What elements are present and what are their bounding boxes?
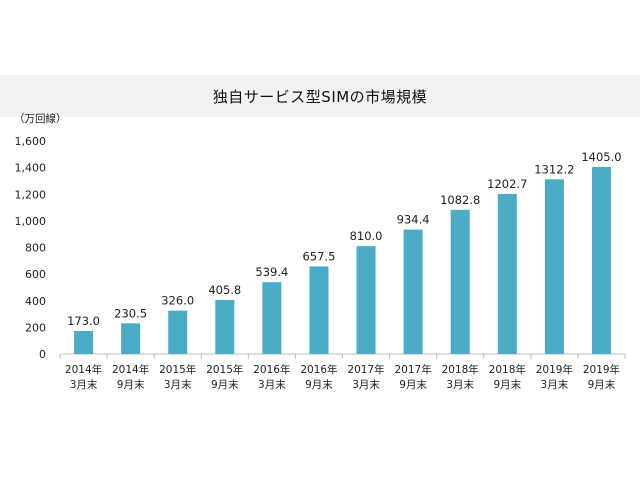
- category-label-year: 2015年: [206, 363, 243, 376]
- category-label-month: 9月末: [305, 378, 333, 391]
- y-tick-label: 400: [25, 295, 46, 308]
- bars: [74, 166, 611, 354]
- category-label-month: 9月末: [588, 378, 616, 391]
- y-tick-label: 600: [25, 268, 46, 281]
- y-tick-label: 1,400: [15, 162, 47, 175]
- category-label-year: 2017年: [347, 363, 384, 376]
- category-label-month: 9月末: [211, 378, 239, 391]
- chart-title: 独自サービス型SIMの市場規模: [212, 87, 428, 106]
- category-label-month: 3月末: [352, 378, 380, 391]
- category-label-month: 3月末: [541, 378, 569, 391]
- category-label-year: 2018年: [489, 363, 526, 376]
- bar: [544, 179, 564, 354]
- category-label-month: 9月末: [493, 378, 521, 391]
- category-label-month: 9月末: [399, 378, 427, 391]
- bar-value-label: 1405.0: [581, 150, 621, 164]
- bar: [121, 323, 141, 354]
- y-axis-ticks: 0 200 400 600 800 1,000 1,200 1,400 1,600: [15, 135, 47, 361]
- category-label-year: 2018年: [442, 363, 479, 376]
- bar: [215, 299, 235, 354]
- bar-value-label: 173.0: [67, 314, 100, 328]
- category-label-year: 2014年: [112, 363, 149, 376]
- chart-title-band: 独自サービス型SIMの市場規模: [0, 75, 640, 117]
- category-label-year: 2019年: [583, 363, 620, 376]
- category-label-month: 3月末: [164, 378, 192, 391]
- y-tick-label: 1,000: [15, 215, 47, 228]
- category-label-month: 9月末: [117, 378, 145, 391]
- y-tick-label: 1,600: [15, 135, 47, 148]
- y-tick-label: 200: [25, 321, 46, 334]
- bar: [403, 229, 423, 354]
- y-tick-label: 1,200: [15, 188, 47, 201]
- bar-value-label: 230.5: [114, 306, 147, 320]
- bar: [262, 282, 282, 354]
- bar: [450, 209, 470, 354]
- category-label-year: 2015年: [159, 363, 196, 376]
- chart-axes: [59, 353, 626, 359]
- bar: [497, 193, 517, 354]
- bar-value-label: 539.4: [255, 265, 288, 279]
- y-unit-label: （万回線）: [14, 112, 67, 125]
- category-labels: 2014年 3月末 2014年 9月末 2015年 3月末 2015年 9月末 2016年 3月末…: [65, 363, 620, 391]
- category-label-year: 2016年: [300, 363, 337, 376]
- bar: [168, 310, 188, 354]
- bar-value-label: 1202.7: [487, 177, 527, 191]
- y-tick-label: 0: [39, 348, 46, 361]
- category-label-year: 2016年: [253, 363, 290, 376]
- bar-value-label: 810.0: [350, 229, 383, 243]
- bar-value-label: 657.5: [302, 249, 335, 263]
- bar: [74, 330, 94, 354]
- bar-value-label: 405.8: [208, 283, 241, 297]
- bar-value-label: 1082.8: [440, 193, 480, 207]
- bar: [309, 266, 329, 354]
- category-label-year: 2017年: [395, 363, 432, 376]
- category-label-year: 2014年: [65, 363, 102, 376]
- y-tick-label: 800: [25, 242, 46, 255]
- bar: [356, 246, 376, 354]
- value-labels: 173.0 230.5 326.0 405.8 539.4 657.5 810.0 934.4…: [67, 150, 622, 328]
- category-label-year: 2019年: [536, 363, 573, 376]
- bar-value-label: 1312.2: [534, 162, 574, 176]
- category-label-month: 3月末: [70, 378, 98, 391]
- bar-value-label: 326.0: [161, 294, 194, 308]
- bar: [591, 166, 611, 354]
- category-label-month: 3月末: [258, 378, 286, 391]
- category-label-month: 3月末: [446, 378, 474, 391]
- bar-value-label: 934.4: [397, 213, 430, 227]
